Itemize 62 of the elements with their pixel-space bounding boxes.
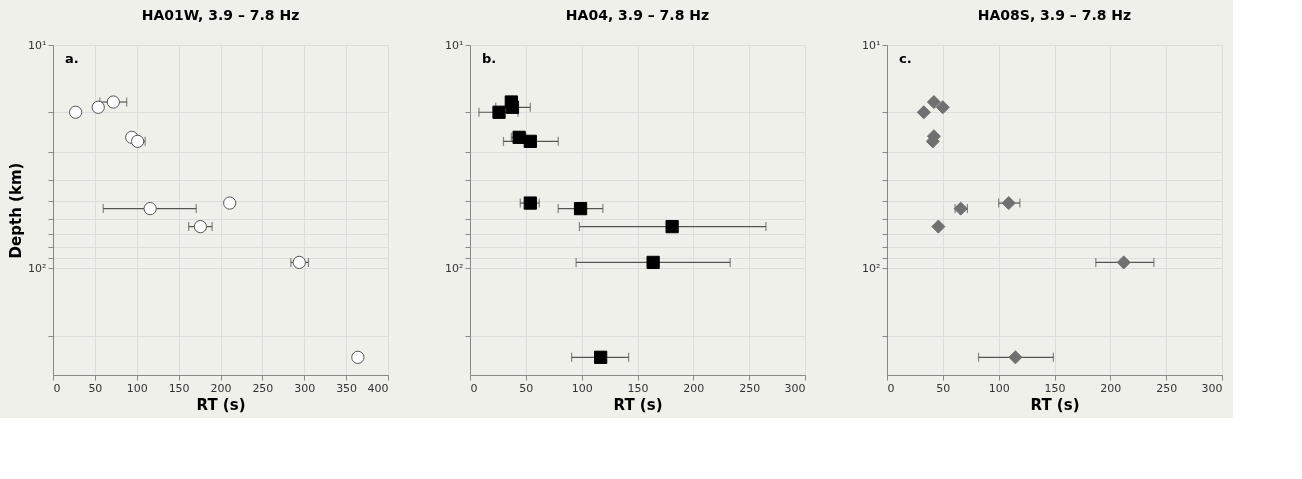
x-tick-label: 250 bbox=[1156, 381, 1178, 395]
x-tick-label: 350 bbox=[336, 381, 358, 395]
x-tick-label: 150 bbox=[1044, 381, 1066, 395]
chart-title: HA08S, 3.9 – 7.8 Hz bbox=[977, 7, 1132, 23]
x-tick-label: 50 bbox=[519, 381, 534, 395]
annotation: b. bbox=[482, 51, 497, 66]
chart-title: HA04, 3.9 – 7.8 Hz bbox=[565, 7, 710, 23]
y-axis-title: Depth (km) bbox=[7, 162, 26, 259]
x-tick-label: 100 bbox=[988, 381, 1010, 395]
point bbox=[594, 350, 608, 364]
point bbox=[935, 100, 950, 115]
point bbox=[573, 202, 588, 216]
x-tick-label: 100 bbox=[571, 381, 593, 395]
point bbox=[646, 255, 660, 270]
x-tick-label: 250 bbox=[252, 381, 274, 395]
point bbox=[665, 219, 679, 234]
x-tick-label: 400 bbox=[367, 381, 389, 395]
x-tick-label: 300 bbox=[784, 381, 806, 395]
x-axis-title: RT (s) bbox=[613, 395, 663, 414]
point bbox=[223, 196, 237, 210]
point bbox=[926, 95, 941, 110]
x-tick-label: 150 bbox=[168, 381, 190, 395]
x-tick-label: 300 bbox=[294, 381, 316, 395]
point bbox=[916, 105, 931, 120]
y-tick-label: 10¹ bbox=[28, 38, 47, 52]
x-tick-label: 100 bbox=[126, 381, 148, 395]
chart-title: HA01W, 3.9 – 7.8 Hz bbox=[141, 7, 300, 23]
x-tick-label: 250 bbox=[739, 381, 761, 395]
point bbox=[143, 202, 157, 216]
x-tick-label: 0 bbox=[470, 381, 478, 395]
y-tick-label: 10² bbox=[28, 261, 47, 275]
x-tick-label: 150 bbox=[627, 381, 649, 395]
x-axis-title: RT (s) bbox=[196, 395, 246, 414]
x-tick-label: 50 bbox=[88, 381, 103, 395]
y-tick-label: 10¹ bbox=[445, 38, 464, 52]
point bbox=[523, 196, 537, 210]
point bbox=[91, 100, 105, 114]
point bbox=[1008, 350, 1023, 365]
point bbox=[492, 105, 506, 119]
x-tick-label: 0 bbox=[887, 381, 895, 395]
x-axis-title: RT (s) bbox=[1030, 395, 1080, 414]
point bbox=[523, 134, 537, 148]
point bbox=[292, 255, 306, 270]
annotation: a. bbox=[65, 51, 79, 66]
point bbox=[1116, 255, 1131, 270]
x-tick-label: 200 bbox=[683, 381, 705, 395]
point bbox=[106, 95, 120, 109]
point bbox=[931, 219, 946, 234]
point bbox=[505, 100, 520, 114]
point bbox=[193, 220, 208, 234]
y-tick-label: 10¹ bbox=[862, 38, 881, 52]
y-tick-label: 10² bbox=[445, 261, 464, 275]
x-tick-label: 200 bbox=[1100, 381, 1122, 395]
x-tick-label: 300 bbox=[1201, 381, 1223, 395]
point bbox=[68, 105, 83, 119]
x-tick-label: 200 bbox=[210, 381, 232, 395]
x-tick-label: 50 bbox=[936, 381, 951, 395]
y-tick-label: 10² bbox=[862, 261, 881, 275]
point bbox=[1001, 196, 1016, 211]
x-tick-label: 0 bbox=[53, 381, 61, 395]
point bbox=[351, 350, 365, 364]
annotation: c. bbox=[899, 51, 912, 66]
